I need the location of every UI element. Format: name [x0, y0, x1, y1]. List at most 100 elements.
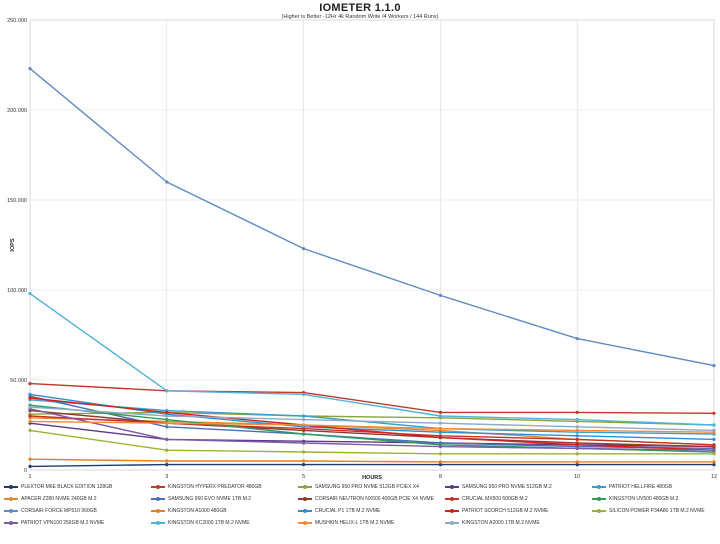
legend-label: SILICON POWER P34A80 1TB M.2 NVME: [609, 508, 705, 514]
data-point: [28, 292, 32, 296]
data-point: [438, 414, 442, 418]
data-point: [712, 452, 716, 456]
data-point: [165, 437, 169, 441]
data-point: [28, 67, 32, 71]
data-point: [165, 414, 169, 418]
data-point: [575, 443, 579, 447]
series-line: [29, 382, 715, 414]
legend-marker: [450, 520, 454, 525]
data-point: [302, 450, 306, 454]
chart-subtitle: (Higher is Better -12Hr 4k Random Write …: [281, 14, 439, 20]
y-tick-label: 0: [24, 468, 27, 474]
data-point: [302, 414, 306, 418]
data-point: [575, 463, 579, 467]
data-point: [302, 463, 306, 467]
data-point: [302, 432, 306, 436]
legend-marker: [597, 496, 601, 501]
data-point: [438, 452, 442, 456]
x-axis-label: HOURS: [362, 475, 382, 481]
data-point: [438, 427, 442, 431]
chart-title: IOMETER 1.1.0: [319, 2, 401, 14]
data-point: [438, 421, 442, 425]
y-tick-label: 50.000: [10, 378, 27, 384]
legend-label: SAMSUNG 960 EVO NVME 1TB M.2: [168, 496, 252, 502]
data-point: [165, 459, 169, 463]
legend-label: KINGSTON HYPERX PREDATOR 480GB: [168, 484, 262, 490]
legend-label: KINGSTON UV500 480GB M.2: [609, 496, 679, 502]
data-point: [165, 425, 169, 429]
legend-marker: [597, 508, 601, 513]
legend-marker: [450, 484, 454, 489]
data-point: [438, 436, 442, 440]
data-point: [712, 411, 716, 415]
series-line: [29, 293, 715, 426]
legend-label: KINGSTON A1000 480GB: [168, 508, 227, 514]
legend-label: CRUCIAL P1 1TB M.2 NVME: [315, 508, 381, 514]
data-point: [302, 392, 306, 396]
series-line: [29, 68, 715, 367]
data-point: [28, 428, 32, 432]
legend-label: PLEXTOR M6E BLACK EDITION 128GB: [21, 484, 113, 490]
data-point: [438, 430, 442, 434]
data-point: [575, 452, 579, 456]
legend-marker: [450, 508, 454, 513]
legend-marker: [303, 484, 307, 489]
data-point: [575, 434, 579, 438]
data-point: [438, 463, 442, 467]
data-point: [575, 337, 579, 341]
legend-label: CORSAIR NEUTRON NX500 400GB PCIE X4 NVME: [315, 496, 434, 502]
data-point: [165, 448, 169, 452]
x-tick-label: 5: [302, 474, 305, 480]
data-point: [165, 421, 169, 425]
series-line: [29, 458, 714, 463]
y-axis-label: IOPS: [10, 238, 16, 251]
data-point: [575, 446, 579, 450]
data-point: [165, 410, 169, 414]
data-point: [575, 437, 579, 441]
data-point: [28, 457, 32, 461]
data-point: [165, 463, 169, 467]
legend-label: KINGSTON KC2000 1TB M.2 NVME: [168, 520, 250, 526]
legend-marker: [9, 520, 13, 525]
data-point: [28, 392, 32, 396]
legend-label: MUSHKIN HELIX-L 1TB M.2 NVME: [315, 520, 395, 526]
legend-label: PATRIOT VPN100 256GB M.2 NVME: [21, 520, 105, 526]
legend-label: CRUCIAL MX500 500GB M.2: [462, 496, 528, 502]
x-tick-label: 8: [439, 474, 442, 480]
x-tick-label: 1: [28, 474, 31, 480]
series-line: [29, 415, 715, 446]
data-point: [712, 428, 716, 432]
data-point: [302, 441, 306, 445]
data-point: [28, 382, 32, 386]
data-point: [438, 460, 442, 464]
legend-marker: [156, 496, 160, 501]
legend-marker: [156, 484, 160, 489]
series-line: [29, 429, 714, 455]
x-tick-label: 12: [711, 474, 717, 480]
legend-marker: [597, 484, 601, 489]
data-point: [28, 405, 32, 409]
x-tick-label: 10: [574, 474, 580, 480]
series-line: [29, 393, 715, 441]
data-point: [302, 459, 306, 463]
data-point: [712, 437, 716, 441]
data-point: [165, 418, 169, 422]
legend-marker: [9, 484, 13, 489]
data-point: [712, 448, 716, 452]
legend-label: SAMSUNG 950 PRO NVME 512GB M.2: [462, 484, 552, 490]
legend-marker: [303, 520, 307, 525]
data-point: [165, 180, 169, 184]
data-point: [712, 443, 716, 447]
legend-label: KINGSTON A2000 1TB M.2 NVME: [462, 520, 540, 526]
legend-label: PATRIOT HELLFIRE 480GB: [609, 484, 673, 490]
series-line: [29, 406, 715, 432]
x-tick-label: 3: [165, 474, 168, 480]
series-line: [29, 463, 714, 468]
data-point: [712, 460, 716, 464]
data-point: [712, 423, 716, 427]
data-point: [575, 428, 579, 432]
data-point: [575, 460, 579, 464]
data-point: [165, 389, 169, 393]
